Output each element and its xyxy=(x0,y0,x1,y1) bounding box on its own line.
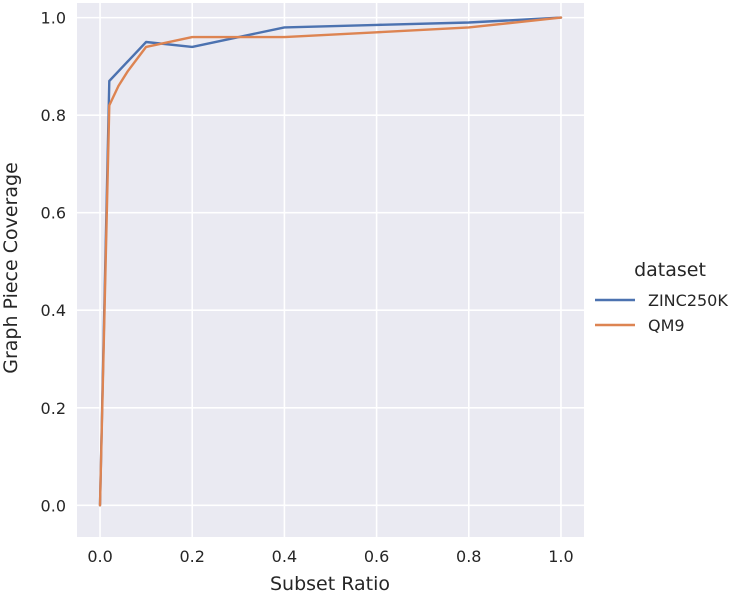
plot-area xyxy=(77,3,584,537)
y-axis-label: Graph Piece Coverage xyxy=(0,162,22,374)
x-tick-label: 0.6 xyxy=(364,547,389,566)
legend-label-zinc250k: ZINC250K xyxy=(648,291,728,310)
y-tick-label: 0.2 xyxy=(41,399,66,418)
series-lines xyxy=(98,16,563,507)
x-tick-label: 0.0 xyxy=(87,547,112,566)
y-tick-label: 0.8 xyxy=(41,106,66,125)
legend: dataset ZINC250K QM9 xyxy=(595,259,728,335)
y-tick-label: 1.0 xyxy=(41,9,66,28)
x-tick-label: 0.4 xyxy=(272,547,297,566)
x-axis-ticks: 0.0 0.2 0.4 0.6 0.8 1.0 xyxy=(87,547,573,566)
x-axis-label: Subset Ratio xyxy=(270,573,390,593)
x-tick-label: 0.8 xyxy=(456,547,481,566)
y-tick-label: 0.4 xyxy=(41,301,66,320)
y-axis-ticks: 0.0 0.2 0.4 0.6 0.8 1.0 xyxy=(41,9,66,516)
legend-label-qm9: QM9 xyxy=(648,316,685,335)
y-tick-label: 0.0 xyxy=(41,496,66,515)
y-tick-label: 0.6 xyxy=(41,204,66,223)
x-tick-label: 0.2 xyxy=(180,547,205,566)
legend-title: dataset xyxy=(634,259,706,281)
x-tick-label: 1.0 xyxy=(548,547,573,566)
gridlines xyxy=(77,3,584,537)
series-line-qm9 xyxy=(98,16,563,507)
